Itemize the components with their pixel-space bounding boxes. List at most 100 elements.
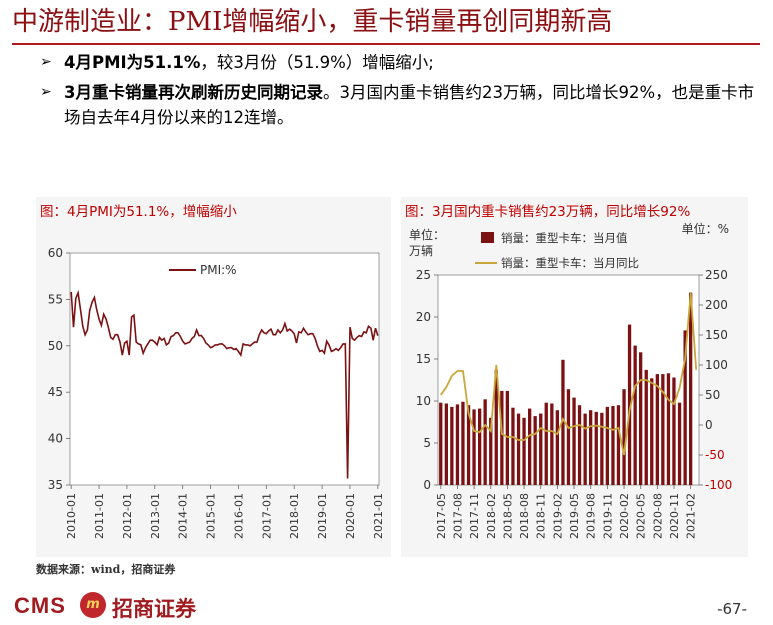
sales-bar — [605, 406, 609, 485]
x-tick-label: 2017-11 — [468, 493, 481, 539]
sales-bar — [683, 330, 687, 485]
sales-bar — [550, 403, 554, 485]
sales-bar — [544, 402, 548, 485]
sales-bar — [494, 369, 498, 485]
legend-line-label: 销量：重型卡车：当月同比 — [501, 256, 639, 270]
title-rule — [12, 43, 760, 45]
right-tick-label: 100 — [705, 358, 728, 372]
legend-label: PMI:% — [200, 263, 237, 277]
x-tick-label: 2015-01 — [205, 493, 218, 539]
sales-bar — [672, 377, 676, 485]
sales-bar — [633, 345, 637, 485]
sales-bar — [555, 410, 559, 485]
sales-bar — [600, 412, 604, 485]
bullet-list: ➢ 4月PMI为51.1%，较3月份（51.9%）增幅缩小; ➢ 3月重卡销量再… — [40, 50, 760, 135]
x-tick-label: 2018-01 — [288, 493, 301, 539]
sales-bar — [572, 397, 576, 485]
x-tick-label: 2017-01 — [260, 493, 273, 539]
x-tick-label: 2020-08 — [651, 493, 664, 539]
sales-bar — [516, 413, 521, 485]
y-tick-label: 45 — [48, 385, 63, 399]
bullet-2-text: 。3月国内重卡销售约23万辆，同比增长92%，也是重卡市场自去年4月份以来的12… — [64, 83, 755, 127]
left-unit-label: 万辆 — [409, 244, 433, 258]
x-tick-label: 2010-01 — [65, 493, 78, 539]
right-tick-label: 200 — [705, 298, 728, 312]
right-tick-label: -50 — [705, 448, 725, 462]
sales-bar — [450, 406, 454, 485]
sales-bar — [455, 404, 460, 485]
y-tick-label: 35 — [48, 478, 63, 492]
x-tick-label: 2018-11 — [535, 493, 548, 539]
y-tick-label: 60 — [48, 246, 63, 260]
bullet-1: ➢ 4月PMI为51.1%，较3月份（51.9%）增幅缩小; — [40, 50, 760, 75]
sales-bar — [489, 417, 493, 485]
sales-bar — [644, 369, 648, 485]
x-tick-label: 2018-08 — [518, 493, 531, 539]
x-tick-label: 2020-05 — [635, 493, 648, 539]
sales-bar — [533, 416, 537, 485]
left-tick-label: 20 — [416, 310, 431, 324]
data-source: 数据来源：wind，招商证券 — [36, 563, 176, 576]
x-tick-label: 2018-02 — [485, 493, 498, 539]
bullet-1-text: ，较3月份（51.9%）增幅缩小; — [200, 53, 434, 72]
truck-chart-panel: 图：3月国内重卡销售约23万辆，同比增长92% 单位： 万辆 单位：% 0 5 10 15 2… — [401, 197, 748, 557]
left-tick-label: 15 — [416, 352, 431, 366]
sales-bar — [650, 378, 654, 485]
sales-bar — [439, 402, 443, 485]
sales-bar — [589, 410, 593, 485]
x-tick-label: 2020-01 — [344, 493, 357, 539]
logo-cn-text: 招商证券 — [112, 596, 196, 621]
bullet-1-bold: 4月PMI为51.1% — [64, 53, 201, 72]
x-tick-label: 2020-02 — [618, 493, 631, 539]
sales-bar — [444, 403, 448, 485]
logo-circle-icon: m — [80, 592, 106, 618]
legend-bar-label: 销量：重型卡车：当月值 — [501, 231, 628, 245]
x-tick-label: 2021-02 — [685, 493, 698, 539]
sales-bar — [566, 389, 571, 485]
right-unit-label: 单位：% — [682, 221, 729, 236]
x-tick-label: 2016-01 — [232, 493, 245, 539]
arrow-icon: ➢ — [40, 54, 52, 70]
sales-bar — [655, 374, 659, 485]
sales-bar — [661, 374, 665, 485]
y-tick-label: 55 — [48, 292, 63, 306]
x-tick-label: 2019-08 — [585, 493, 598, 539]
y-tick-label: 40 — [48, 432, 63, 446]
sales-bar — [611, 406, 615, 485]
yoy-series-line — [440, 292, 698, 456]
sales-bar — [677, 402, 682, 485]
pmi-chart: 35 40 45 50 55 60 2010-01 2011-01 2012-01 2013-01… — [48, 246, 385, 539]
pmi-chart-panel: 图：4月PMI为51.1%，增幅缩小 35 40 45 50 55 60 2010-01 20… — [36, 197, 391, 557]
pmi-chart-title: 图：4月PMI为51.1%，增幅缩小 — [40, 204, 237, 220]
sales-bar — [689, 292, 693, 485]
sales-bar — [594, 411, 598, 485]
sales-bar — [511, 407, 515, 485]
x-tick-label: 2021-01 — [372, 493, 385, 539]
x-tick-label: 2014-01 — [177, 493, 190, 539]
x-tick-label: 2011-01 — [93, 493, 106, 539]
x-tick-label: 2019-02 — [551, 493, 564, 539]
sales-bar — [583, 413, 587, 485]
truck-chart: 单位： 万辆 单位：% 0 5 10 15 20 25 -100 -50 0 50 100 150 200 25… — [409, 221, 732, 539]
sales-bar — [478, 408, 482, 485]
sales-bar — [616, 405, 621, 485]
sales-bar — [561, 359, 565, 485]
left-unit-label: 单位： — [409, 227, 445, 242]
x-tick-label: 2013-01 — [149, 493, 162, 539]
pmi-series-line — [70, 289, 379, 479]
left-tick-label: 0 — [423, 478, 431, 492]
sales-bar — [483, 399, 487, 485]
x-tick-label: 2018-05 — [501, 493, 514, 539]
bullet-2: ➢ 3月重卡销量再次刷新历史同期记录。3月国内重卡销售约23万辆，同比增长92%… — [40, 80, 760, 130]
sales-bar — [577, 405, 582, 485]
bullet-2-bold: 3月重卡销量再次刷新历史同期记录 — [64, 83, 323, 102]
right-tick-label: 50 — [705, 388, 720, 402]
cms-logo: CMS m 招商证券 — [14, 591, 274, 621]
sales-bar — [466, 405, 471, 485]
sales-bar — [639, 352, 643, 485]
legend-bar-swatch — [481, 232, 494, 243]
right-tick-label: 150 — [705, 328, 728, 342]
truck-chart-title: 图：3月国内重卡销售约23万辆，同比增长92% — [405, 204, 691, 220]
x-tick-label: 2020-11 — [668, 493, 681, 539]
x-tick-label: 2017-05 — [435, 493, 448, 539]
